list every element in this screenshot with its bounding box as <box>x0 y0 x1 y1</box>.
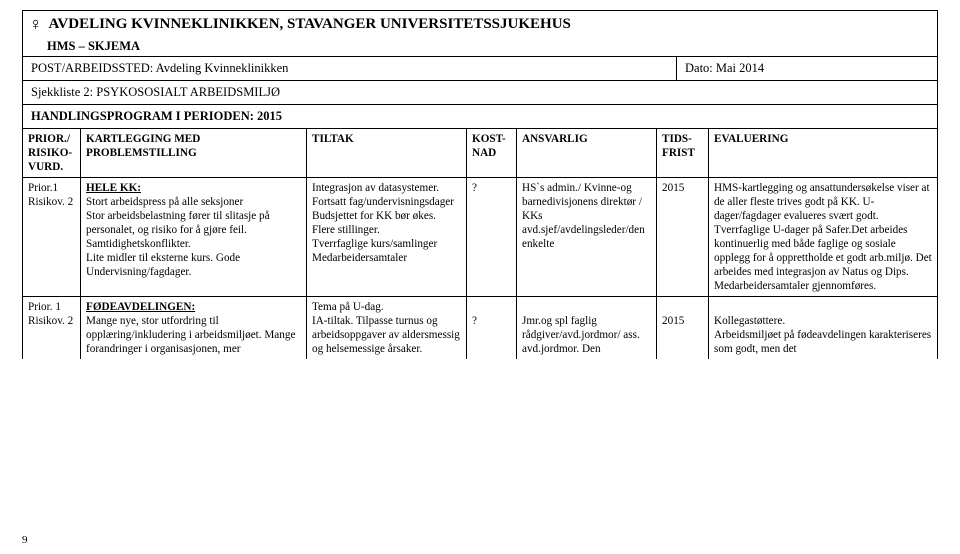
page-number-text: 9 <box>22 534 28 546</box>
th-prior-text: PRIOR./RISIKO-VURD. <box>28 133 72 173</box>
cell-tids: 2015 <box>657 297 709 360</box>
post-text: POST/ARBEIDSSTED: Avdeling Kvinneklinikk… <box>31 61 288 75</box>
page-root: ♀ AVDELING KVINNEKLINIKKEN, STAVANGER UN… <box>0 0 960 554</box>
th-kost-text: KOST-NAD <box>472 133 506 159</box>
date-cell: Dato: Mai 2014 <box>677 57 937 80</box>
cell-prior-text: Prior. 1Risikov. 2 <box>28 301 73 327</box>
cell-tiltak: Integrasjon av datasystemer.Fortsatt fag… <box>307 178 467 297</box>
cell-kost: ? <box>467 178 517 297</box>
main-table: PRIOR./RISIKO-VURD. KARTLEGGING MED PROB… <box>22 128 938 359</box>
th-eval: EVALUERING <box>709 129 938 178</box>
post-cell: POST/ARBEIDSSTED: Avdeling Kvinneklinikk… <box>23 57 677 80</box>
cell-problem: FØDEAVDELINGEN: Mange nye, stor utfordri… <box>81 297 307 360</box>
date-text: Dato: Mai 2014 <box>685 61 764 75</box>
cell-problem: HELE KK: Stort arbeidspress på alle seks… <box>81 178 307 297</box>
cell-ansvarlig: Jmr.og spl faglig rådgiver/avd.jordmor/ … <box>517 297 657 360</box>
cell-tiltak: Tema på U-dag.IA-tiltak. Tilpasse turnus… <box>307 297 467 360</box>
problem-body: Mange nye, stor utfordring til opplæring… <box>86 315 295 355</box>
cell-kost-text: ? <box>472 182 477 194</box>
cell-ansvarlig-text: HS`s admin./ Kvinne-og barnedivisjonens … <box>522 182 645 250</box>
th-tids: TIDS-FRIST <box>657 129 709 178</box>
problem-heading: HELE KK: <box>86 182 141 194</box>
table-row: Prior. 1Risikov. 2 FØDEAVDELINGEN: Mange… <box>23 297 938 360</box>
female-icon: ♀ <box>29 15 43 33</box>
table-body: Prior.1Risikov. 2 HELE KK: Stort arbeids… <box>23 178 938 360</box>
problem-heading: FØDEAVDELINGEN: <box>86 301 195 313</box>
cell-tids-text: 2015 <box>662 182 684 194</box>
th-ansvarlig-text: ANSVARLIG <box>522 133 588 145</box>
cell-ansvarlig-text: Jmr.og spl faglig rådgiver/avd.jordmor/ … <box>522 315 640 355</box>
cell-kost-text: ? <box>472 315 477 327</box>
th-prior: PRIOR./RISIKO-VURD. <box>23 129 81 178</box>
subtitle-text: HMS – SKJEMA <box>47 39 140 53</box>
sjekkliste-row: Sjekkliste 2: PSYKOSOSIALT ARBEIDSMILJØ <box>23 80 937 104</box>
table-head: PRIOR./RISIKO-VURD. KARTLEGGING MED PROB… <box>23 129 938 178</box>
cell-tiltak-text: Integrasjon av datasystemer.Fortsatt fag… <box>312 182 454 264</box>
cell-prior: Prior. 1Risikov. 2 <box>23 297 81 360</box>
title-text: AVDELING KVINNEKLINIKKEN, STAVANGER UNIV… <box>49 16 571 33</box>
cell-tiltak-text: Tema på U-dag.IA-tiltak. Tilpasse turnus… <box>312 301 460 355</box>
sjekkliste-text: Sjekkliste 2: PSYKOSOSIALT ARBEIDSMILJØ <box>31 85 280 99</box>
cell-kost: ? <box>467 297 517 360</box>
cell-ansvarlig: HS`s admin./ Kvinne-og barnedivisjonens … <box>517 178 657 297</box>
table-row: Prior.1Risikov. 2 HELE KK: Stort arbeids… <box>23 178 938 297</box>
th-problem-text: KARTLEGGING MED PROBLEMSTILLING <box>86 133 200 159</box>
cell-tids: 2015 <box>657 178 709 297</box>
th-tids-text: TIDS-FRIST <box>662 133 695 159</box>
program-text: HANDLINGSPROGRAM I PERIODEN: 2015 <box>31 109 282 123</box>
cell-tids-text: 2015 <box>662 315 684 327</box>
cell-eval: Kollegastøttere.Arbeidsmiljøet på fødeav… <box>709 297 938 360</box>
header-row: PRIOR./RISIKO-VURD. KARTLEGGING MED PROB… <box>23 129 938 178</box>
page-number: 9 <box>22 534 28 546</box>
cell-eval: HMS-kartlegging og ansattundersøkelse vi… <box>709 178 938 297</box>
th-tiltak-text: TILTAK <box>312 133 354 145</box>
th-ansvarlig: ANSVARLIG <box>517 129 657 178</box>
th-kost: KOST-NAD <box>467 129 517 178</box>
program-row: HANDLINGSPROGRAM I PERIODEN: 2015 <box>23 104 937 128</box>
subtitle-row: HMS – SKJEMA <box>23 35 937 56</box>
cell-prior: Prior.1Risikov. 2 <box>23 178 81 297</box>
post-date-row: POST/ARBEIDSSTED: Avdeling Kvinneklinikk… <box>23 56 937 80</box>
header-block: ♀ AVDELING KVINNEKLINIKKEN, STAVANGER UN… <box>22 10 938 128</box>
title-row: ♀ AVDELING KVINNEKLINIKKEN, STAVANGER UN… <box>23 11 937 35</box>
th-tiltak: TILTAK <box>307 129 467 178</box>
cell-prior-text: Prior.1Risikov. 2 <box>28 182 73 208</box>
cell-eval-text: Kollegastøttere.Arbeidsmiljøet på fødeav… <box>714 315 931 355</box>
th-problem: KARTLEGGING MED PROBLEMSTILLING <box>81 129 307 178</box>
problem-body: Stort arbeidspress på alle seksjonerStor… <box>86 196 270 278</box>
th-eval-text: EVALUERING <box>714 133 788 145</box>
cell-eval-text: HMS-kartlegging og ansattundersøkelse vi… <box>714 182 932 292</box>
